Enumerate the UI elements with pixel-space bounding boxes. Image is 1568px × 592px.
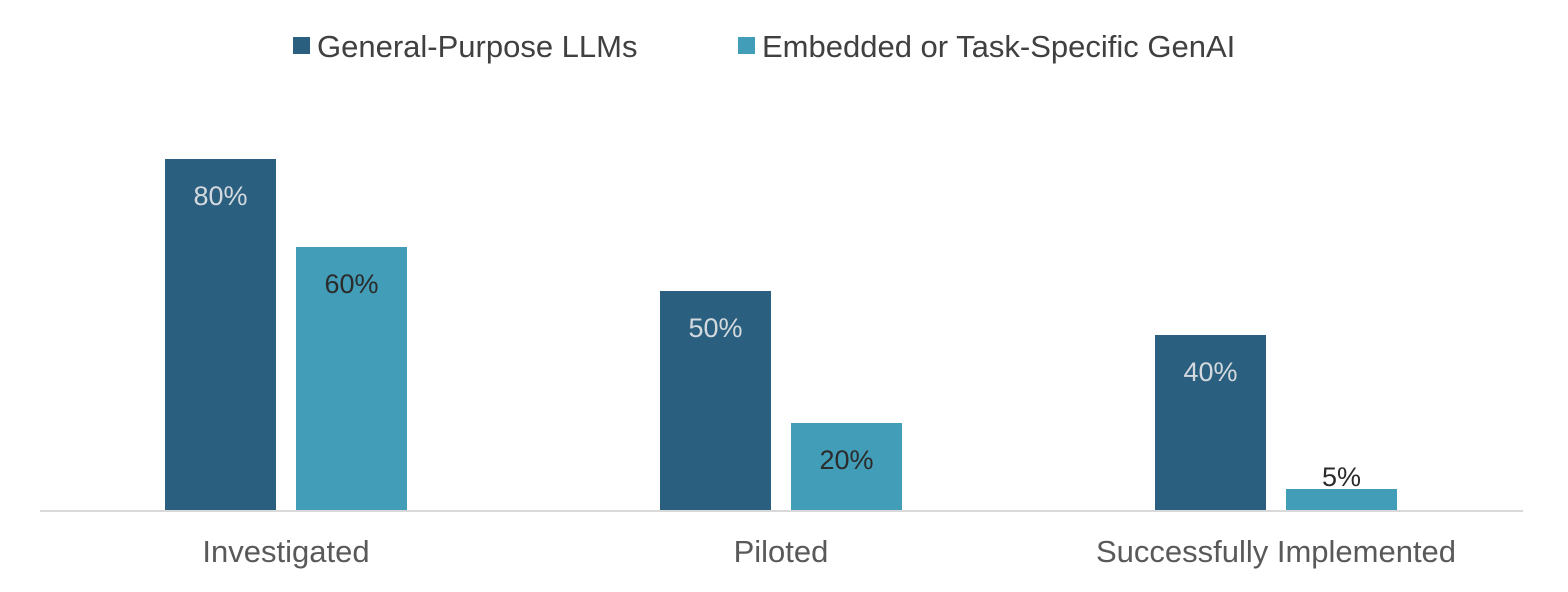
data-labels-group: 80% 60% 50% 20% 40% 5% [193, 181, 1361, 492]
data-label-investigated-series-0: 80% [193, 181, 247, 211]
bars-group [165, 159, 1397, 511]
category-label-piloted: Piloted [734, 534, 829, 569]
legend: General-Purpose LLMs Embedded or Task-Sp… [293, 29, 1235, 64]
data-label-successfully-implemented-series-0: 40% [1183, 357, 1237, 387]
legend-swatch-general-purpose [293, 37, 310, 54]
bar-investigated-series-1 [296, 247, 407, 511]
bar-investigated-series-0 [165, 159, 276, 511]
category-label-successfully-implemented: Successfully Implemented [1096, 534, 1456, 569]
bar-piloted-series-0 [660, 291, 771, 511]
data-label-investigated-series-1: 60% [324, 269, 378, 299]
category-label-investigated: Investigated [202, 534, 369, 569]
bar-successfully-implemented-series-0 [1155, 335, 1266, 511]
data-label-piloted-series-1: 20% [819, 445, 873, 475]
bar-successfully-implemented-series-1 [1286, 489, 1397, 511]
legend-label-embedded: Embedded or Task-Specific GenAI [762, 29, 1235, 64]
data-label-piloted-series-0: 50% [688, 313, 742, 343]
data-label-successfully-implemented-series-1: 5% [1322, 462, 1361, 492]
legend-label-general-purpose: General-Purpose LLMs [317, 29, 638, 64]
category-labels-group: Investigated Piloted Successfully Implemen… [202, 534, 1456, 569]
bar-piloted-series-1 [791, 423, 902, 511]
legend-swatch-embedded [738, 37, 755, 54]
